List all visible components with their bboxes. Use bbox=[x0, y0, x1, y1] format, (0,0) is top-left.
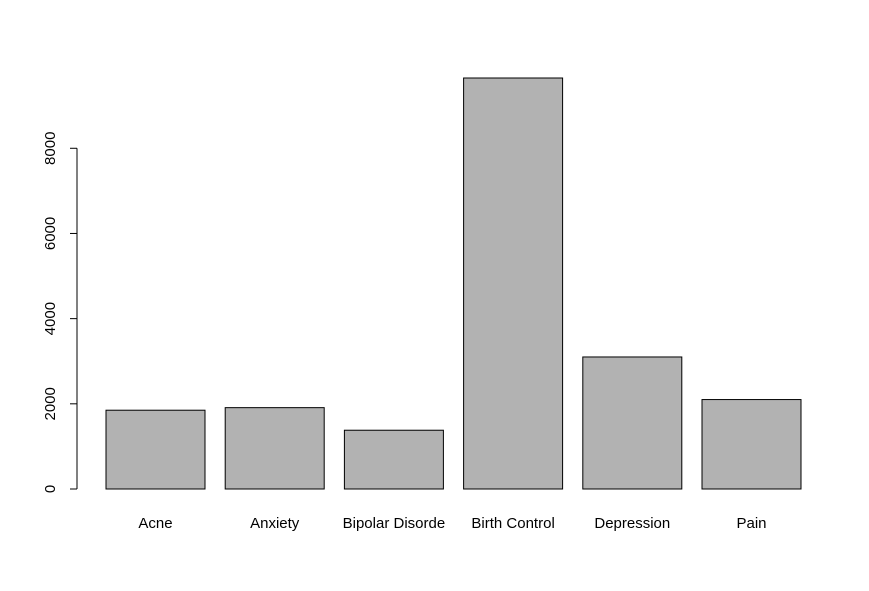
x-category-label: Birth Control bbox=[471, 515, 554, 532]
bar-depression bbox=[582, 356, 683, 490]
y-tick-label: 0 bbox=[42, 485, 59, 493]
y-axis: 0 2000 4000 6000 8000 bbox=[42, 132, 77, 493]
bar-bipolar-disorde bbox=[343, 429, 444, 490]
y-tick-label: 6000 bbox=[42, 217, 59, 250]
x-category-label: Bipolar Disorde bbox=[343, 515, 446, 532]
y-tick-label: 2000 bbox=[42, 387, 59, 420]
x-category-label: Anxiety bbox=[250, 515, 300, 532]
bar-pain bbox=[701, 399, 802, 490]
x-category-label: Depression bbox=[594, 515, 670, 532]
x-axis-labels: Acne Anxiety Bipolar Disorde Birth Control D… bbox=[138, 515, 766, 532]
bar-acne bbox=[105, 409, 206, 490]
x-category-label: Acne bbox=[138, 515, 172, 532]
y-tick-label: 4000 bbox=[42, 302, 59, 335]
x-category-label: Pain bbox=[736, 515, 766, 532]
bars bbox=[105, 77, 802, 490]
bar-birth-control bbox=[463, 77, 564, 490]
bar-anxiety bbox=[224, 407, 325, 490]
y-tick-label: 8000 bbox=[42, 132, 59, 165]
